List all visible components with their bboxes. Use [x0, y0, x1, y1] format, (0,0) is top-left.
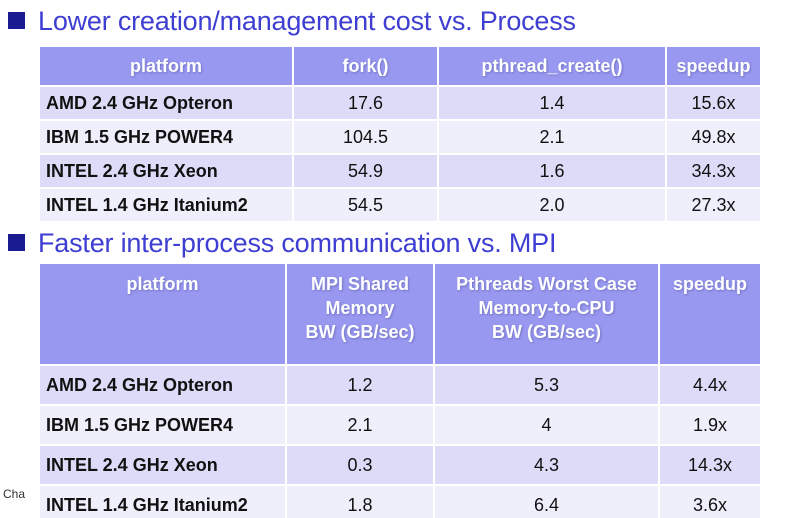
platform-cell: INTEL 2.4 GHz Xeon: [38, 444, 287, 486]
platform-cell: INTEL 1.4 GHz Itanium2: [38, 187, 294, 223]
section-title-row-creation-cost: Lower creation/management cost vs. Proce…: [8, 5, 576, 37]
value-cell: 1.6: [437, 153, 667, 189]
section-title-row-communication: Faster inter-process communication vs. M…: [8, 227, 556, 259]
value-cell: 4.4x: [658, 364, 762, 406]
section-title-creation-cost: Lower creation/management cost vs. Proce…: [38, 6, 576, 36]
platform-cell: INTEL 1.4 GHz Itanium2: [38, 484, 287, 518]
column-header: fork(): [292, 45, 439, 87]
table-row: INTEL 2.4 GHz Xeon 0.3 4.3 14.3x: [38, 444, 762, 486]
table-row: AMD 2.4 GHz Opteron 1.2 5.3 4.4x: [38, 364, 762, 406]
value-cell: 49.8x: [665, 119, 762, 155]
value-cell: 104.5: [292, 119, 439, 155]
table-row: INTEL 2.4 GHz Xeon 54.9 1.6 34.3x: [38, 153, 762, 189]
value-cell: 4: [433, 404, 660, 446]
value-cell: 54.9: [292, 153, 439, 189]
footer-partial-text: Cha: [3, 487, 26, 501]
value-cell: 14.3x: [658, 444, 762, 486]
value-cell: 2.0: [437, 187, 667, 223]
mpi-vs-pthreads-bandwidth-table: platform MPI Shared Memory BW (GB/sec) Pth…: [38, 262, 762, 518]
section-title-communication: Faster inter-process communication vs. M…: [38, 228, 557, 258]
value-cell: 1.8: [285, 484, 435, 518]
value-cell: 6.4: [433, 484, 660, 518]
value-cell: 1.4: [437, 85, 667, 121]
value-cell: 4.3: [433, 444, 660, 486]
bullet-square-icon: [8, 234, 25, 251]
value-cell: 1.9x: [658, 404, 762, 446]
value-cell: 27.3x: [665, 187, 762, 223]
table-header-row: platform MPI Shared Memory BW (GB/sec) Pth…: [38, 262, 762, 366]
column-header: pthread_create(): [437, 45, 667, 87]
value-cell: 54.5: [292, 187, 439, 223]
column-header: Pthreads Worst Case Memory-to-CPU BW (GB…: [433, 262, 660, 366]
value-cell: 5.3: [433, 364, 660, 406]
value-cell: 0.3: [285, 444, 435, 486]
platform-cell: INTEL 2.4 GHz Xeon: [38, 153, 294, 189]
platform-cell: IBM 1.5 GHz POWER4: [38, 404, 287, 446]
value-cell: 3.6x: [658, 484, 762, 518]
platform-cell: AMD 2.4 GHz Opteron: [38, 364, 287, 406]
table-header-row: platform fork() pthread_create() speedup: [38, 45, 762, 87]
table-row: INTEL 1.4 GHz Itanium2 54.5 2.0 27.3x: [38, 187, 762, 223]
value-cell: 34.3x: [665, 153, 762, 189]
column-header: platform: [38, 262, 287, 366]
platform-cell: AMD 2.4 GHz Opteron: [38, 85, 294, 121]
table-row: INTEL 1.4 GHz Itanium2 1.8 6.4 3.6x: [38, 484, 762, 518]
column-header: MPI Shared Memory BW (GB/sec): [285, 262, 435, 366]
value-cell: 2.1: [437, 119, 667, 155]
bullet-square-icon: [8, 12, 25, 29]
fork-vs-pthread-create-table: platform fork() pthread_create() speedup AMD…: [38, 45, 762, 223]
table-row: IBM 1.5 GHz POWER4 2.1 4 1.9x: [38, 404, 762, 446]
column-header: speedup: [658, 262, 762, 366]
platform-cell: IBM 1.5 GHz POWER4: [38, 119, 294, 155]
value-cell: 1.2: [285, 364, 435, 406]
value-cell: 17.6: [292, 85, 439, 121]
table-row: AMD 2.4 GHz Opteron 17.6 1.4 15.6x: [38, 85, 762, 121]
table-row: IBM 1.5 GHz POWER4 104.5 2.1 49.8x: [38, 119, 762, 155]
value-cell: 2.1: [285, 404, 435, 446]
column-header: speedup: [665, 45, 762, 87]
value-cell: 15.6x: [665, 85, 762, 121]
column-header: platform: [38, 45, 294, 87]
